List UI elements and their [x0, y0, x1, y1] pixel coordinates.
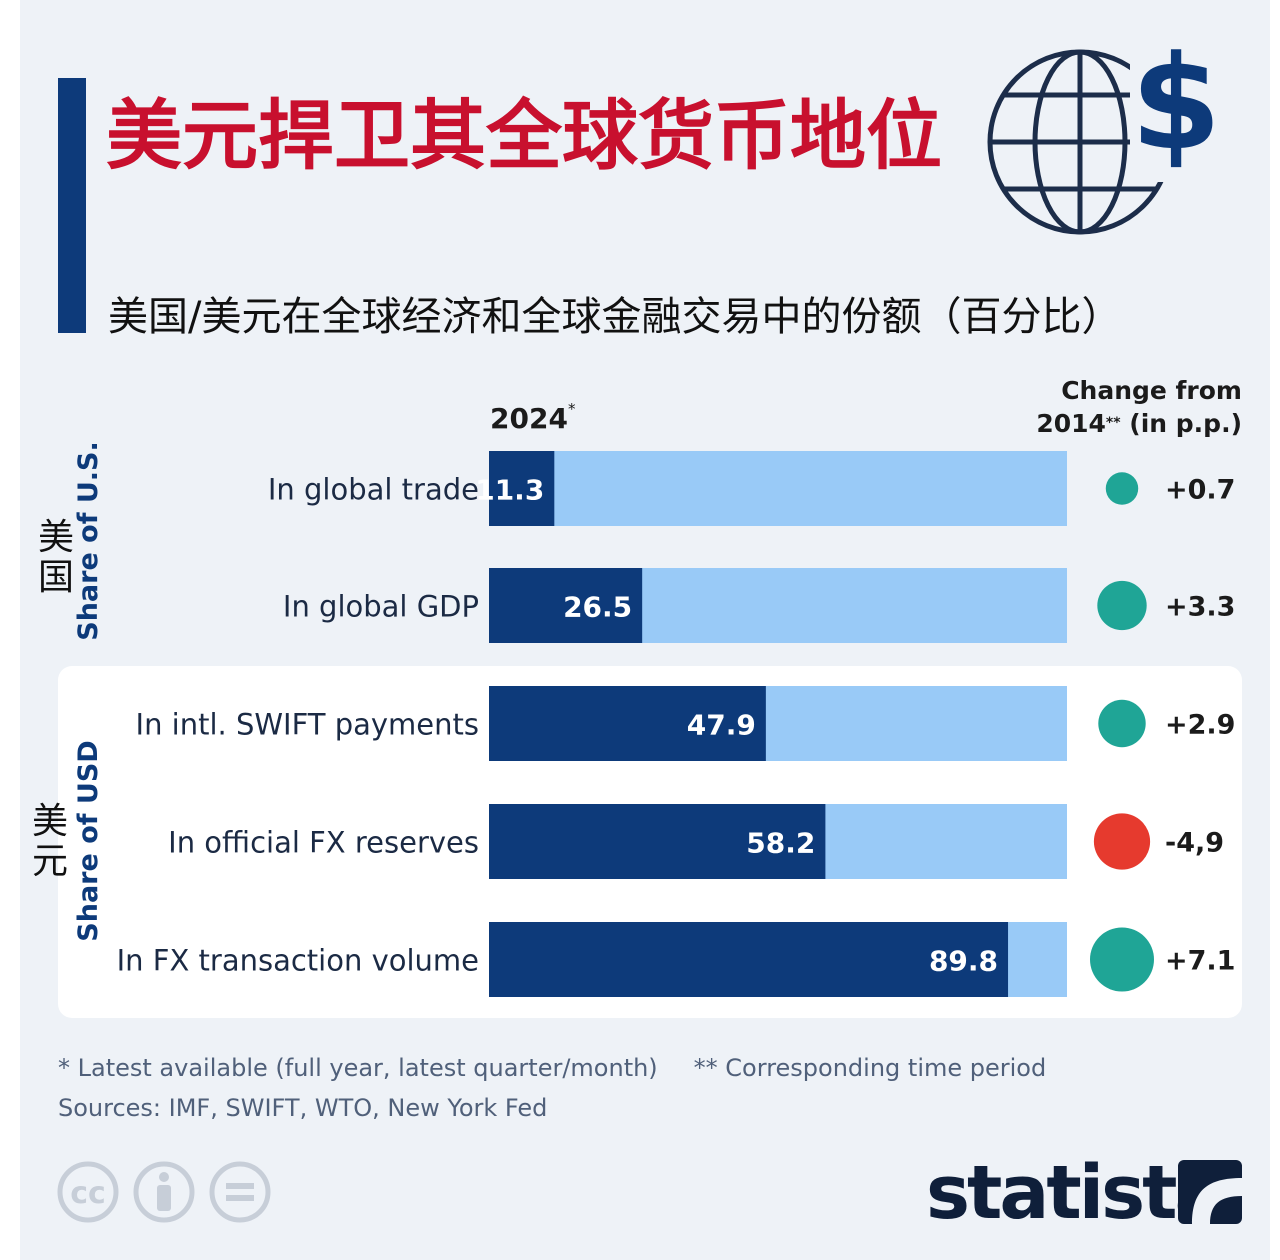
category-label: In official FX reserves [168, 826, 479, 860]
category-label: In FX transaction volume [117, 944, 479, 978]
statista-logo: statista [926, 1150, 1224, 1236]
category-label: In intl. SWIFT payments [136, 708, 479, 742]
bar-value-label: 58.2 [746, 827, 815, 860]
change-label: +3.3 [1165, 592, 1235, 623]
group-label-usd-cn: 美元 [31, 801, 68, 882]
column-header-2024: 2024* [490, 400, 576, 435]
bar [489, 568, 643, 643]
change-bubble [1105, 472, 1139, 505]
change-bubble [1098, 699, 1146, 748]
column-header-change: Change from 2014** (in p.p.) [1036, 376, 1242, 438]
category-label: In global trade [268, 473, 479, 507]
license-icons: cc [57, 1161, 271, 1223]
footnote-latest: * Latest available (full year, latest qu… [58, 1054, 658, 1082]
change-bubble [1093, 813, 1151, 870]
bar [489, 686, 766, 761]
change-label: +7.1 [1165, 946, 1235, 977]
svg-text:cc: cc [70, 1176, 106, 1211]
footnotes: * Latest available (full year, latest qu… [58, 1048, 1046, 1128]
change-label: +2.9 [1165, 710, 1235, 741]
chart-title: 美元捍卫其全球货币地位 [106, 91, 942, 180]
footnote-period: ** Corresponding time period [693, 1054, 1047, 1082]
bar-track [489, 451, 1067, 526]
bar-value-label: 89.8 [929, 945, 998, 978]
bar-value-label: 47.9 [687, 709, 756, 742]
bar [489, 451, 555, 526]
cc-icon [57, 1161, 119, 1223]
statista-mark-icon [1178, 1160, 1242, 1224]
change-label: +0.7 [1165, 475, 1235, 506]
globe-dollar-icon: $ [987, 27, 1220, 235]
bar-value-label: 11.3 [475, 474, 544, 507]
bar [489, 804, 826, 879]
title-accent-bar [58, 78, 86, 333]
svg-text:$: $ [1131, 27, 1220, 179]
sources-line: Sources: IMF, SWIFT, WTO, New York Fed [58, 1094, 548, 1122]
change-label: -4,9 [1165, 828, 1224, 859]
chart-subtitle: 美国/美元在全球经济和全球金融交易中的份额（百分比） [108, 294, 1122, 340]
bar [489, 922, 1009, 997]
change-bubble [1097, 580, 1147, 631]
category-label: In global GDP [283, 590, 479, 624]
attribution-icon [133, 1161, 195, 1223]
no-derivatives-icon [209, 1161, 271, 1223]
bar-value-label: 26.5 [563, 591, 632, 624]
change-bubble [1090, 927, 1154, 992]
group-label-us-cn: 美国 [37, 517, 74, 598]
